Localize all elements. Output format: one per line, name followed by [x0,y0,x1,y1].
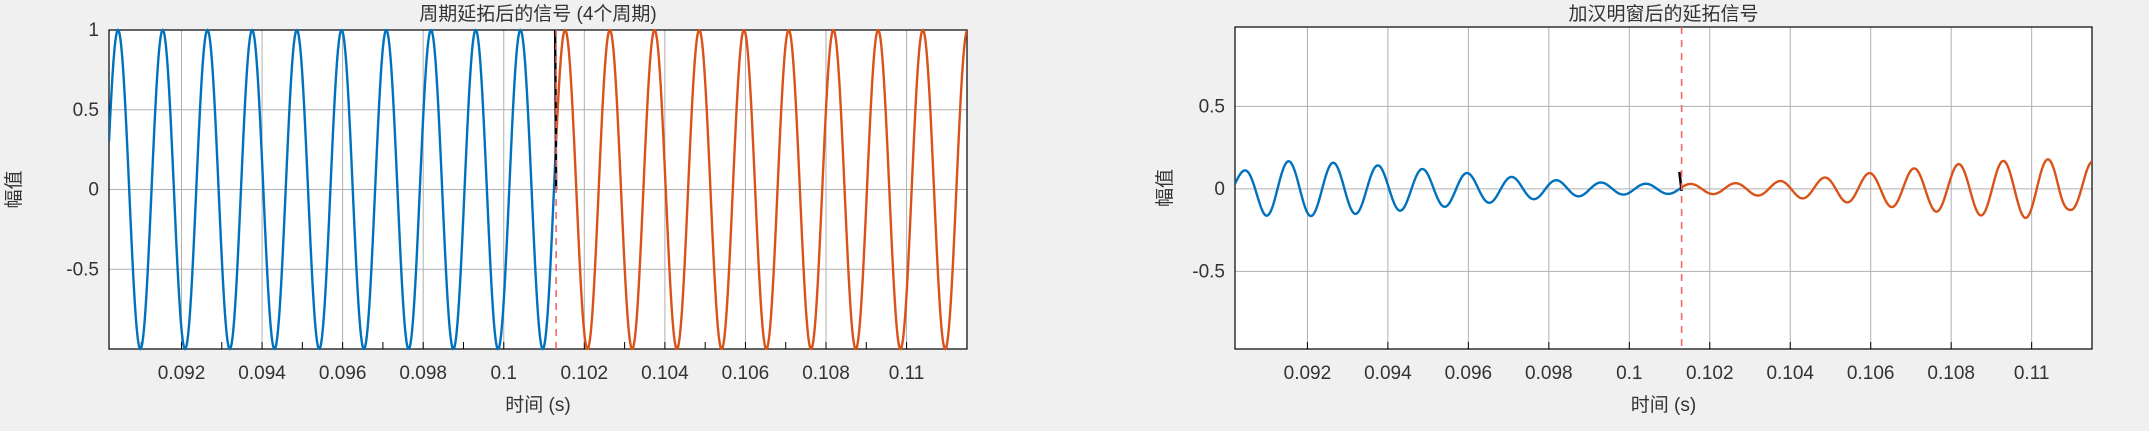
svg-text:0.104: 0.104 [641,363,689,384]
svg-text:0.1: 0.1 [491,363,517,384]
svg-text:0: 0 [1214,179,1225,200]
svg-text:0.096: 0.096 [1445,363,1493,384]
svg-text:0.098: 0.098 [1525,363,1573,384]
svg-text:0.11: 0.11 [889,363,925,384]
svg-text:0.104: 0.104 [1766,363,1814,384]
svg-text:1: 1 [88,20,99,41]
svg-text:0.11: 0.11 [2014,363,2050,384]
svg-text:0.092: 0.092 [1284,363,1332,384]
svg-text:0.092: 0.092 [158,363,206,384]
svg-text:0.102: 0.102 [561,363,609,384]
svg-text:0: 0 [88,180,99,201]
svg-text:幅值: 幅值 [1154,169,1176,207]
svg-text:0.094: 0.094 [238,363,286,384]
svg-text:-0.5: -0.5 [66,259,99,280]
svg-text:0.5: 0.5 [1199,96,1225,117]
svg-text:0.5: 0.5 [73,100,99,121]
svg-text:时间 (s): 时间 (s) [1631,394,1696,416]
svg-text:0.106: 0.106 [722,363,770,384]
svg-text:0.108: 0.108 [802,363,850,384]
svg-text:加汉明窗后的延拓信号: 加汉明窗后的延拓信号 [1568,3,1758,25]
svg-text:0.094: 0.094 [1364,363,1412,384]
svg-text:时间 (s): 时间 (s) [505,394,570,416]
svg-text:-0.5: -0.5 [1192,261,1225,282]
svg-text:0.108: 0.108 [1927,363,1975,384]
svg-text:0.1: 0.1 [1616,363,1642,384]
svg-text:0.096: 0.096 [319,363,367,384]
svg-text:0.098: 0.098 [399,363,447,384]
svg-text:0.106: 0.106 [1847,363,1895,384]
svg-text:0.102: 0.102 [1686,363,1734,384]
svg-text:周期延拓后的信号 (4个周期): 周期延拓后的信号 (4个周期) [419,3,657,25]
svg-text:幅值: 幅值 [3,170,25,208]
